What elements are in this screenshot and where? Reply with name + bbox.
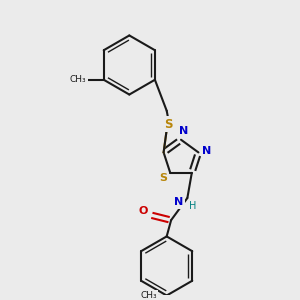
Text: N: N bbox=[175, 197, 184, 207]
Text: O: O bbox=[139, 206, 148, 216]
Text: CH₃: CH₃ bbox=[140, 291, 157, 300]
Text: CH₃: CH₃ bbox=[70, 75, 86, 84]
Text: S: S bbox=[159, 173, 167, 183]
Text: H: H bbox=[189, 201, 196, 211]
Text: N: N bbox=[179, 127, 189, 136]
Text: N: N bbox=[202, 146, 211, 156]
Text: S: S bbox=[164, 118, 172, 130]
